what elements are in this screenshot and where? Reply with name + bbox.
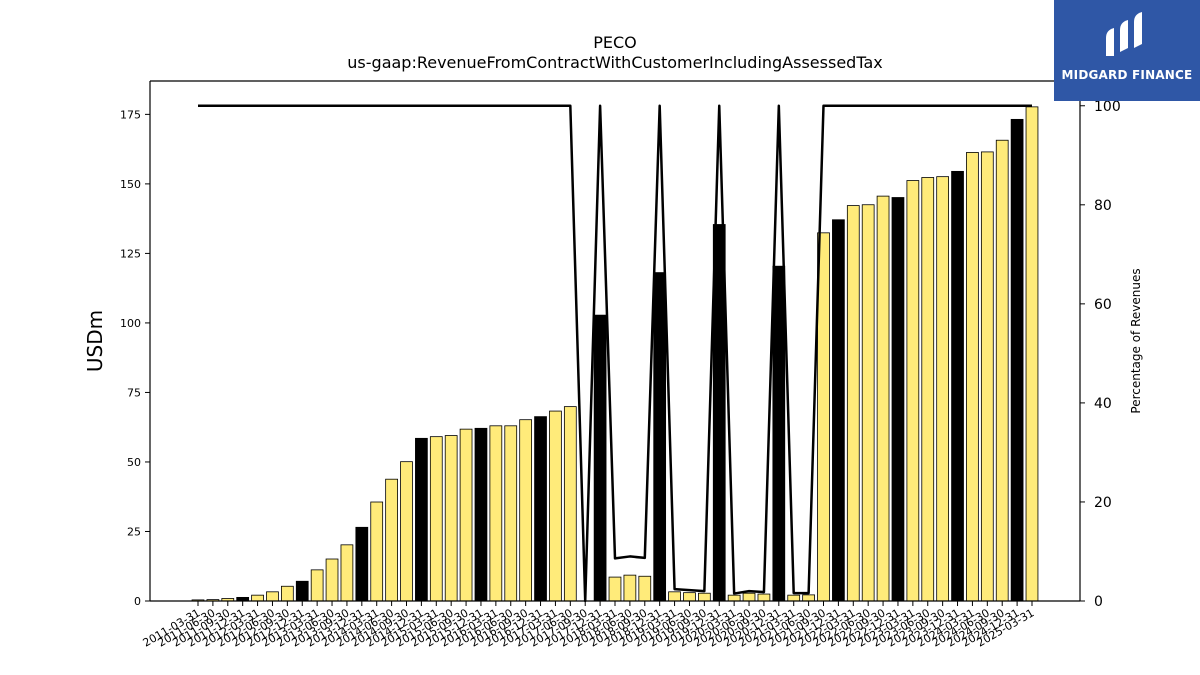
y2-tick-label: 20: [1094, 495, 1112, 511]
bar: [504, 425, 518, 602]
bar: [668, 591, 681, 602]
bar: [861, 204, 875, 602]
bar: [980, 151, 994, 602]
bar: [295, 580, 309, 602]
logo-mark-icon: [1106, 12, 1142, 56]
bar: [310, 569, 324, 602]
bar: [966, 152, 979, 602]
bar: [891, 197, 905, 602]
bar: [832, 219, 845, 602]
bar: [489, 425, 503, 602]
y2-tick-label: 40: [1094, 396, 1112, 412]
bar: [1025, 106, 1039, 602]
bar: [563, 406, 577, 602]
bar: [608, 576, 622, 602]
company-logo: MIDGARD FINANCE: [1054, 0, 1200, 101]
y-tick-label: 0: [134, 595, 141, 608]
y2-axis-label: Percentage of Revenues: [1129, 268, 1143, 413]
y2-tick-label: 100: [1094, 99, 1121, 115]
bar: [325, 558, 339, 602]
y-tick-label: 125: [120, 247, 141, 260]
bar: [415, 437, 428, 602]
bar: [429, 436, 443, 602]
bar: [906, 180, 920, 602]
bar: [534, 416, 547, 602]
y-tick-label: 25: [127, 525, 141, 538]
bar: [280, 585, 294, 602]
percentage-line: [198, 104, 1032, 603]
y-tick-label: 150: [120, 178, 141, 191]
y2-tick-label: 80: [1094, 198, 1112, 214]
y2-tick-label: 0: [1094, 594, 1103, 610]
bar: [683, 592, 696, 602]
bar: [549, 410, 562, 602]
bar: [266, 591, 279, 602]
y-tick-label: 175: [120, 108, 141, 121]
bar: [519, 419, 533, 602]
bar: [727, 594, 741, 602]
y2-tick-label: 60: [1094, 297, 1112, 313]
bar: [698, 592, 711, 602]
bar: [951, 170, 964, 602]
bar: [444, 435, 458, 602]
bar: [459, 428, 473, 602]
bar: [802, 594, 815, 602]
bar: [921, 177, 935, 602]
bar: [817, 232, 830, 602]
bar: [787, 594, 801, 602]
bar: [340, 544, 354, 602]
bar: [370, 501, 384, 602]
chart-title: PECO: [593, 33, 637, 52]
bar: [653, 272, 667, 602]
chart-subtitle: us-gaap:RevenueFromContractWithCustomerI…: [347, 53, 882, 72]
bar: [846, 205, 860, 602]
bar: [400, 461, 413, 602]
bar: [251, 594, 264, 602]
bar: [638, 575, 652, 602]
bar: [623, 574, 637, 602]
bar: [995, 139, 1009, 602]
bar: [876, 195, 890, 602]
bar: [1010, 118, 1024, 602]
bar: [474, 427, 488, 602]
y-tick-label: 75: [127, 386, 141, 399]
bar: [936, 176, 950, 602]
logo-text: MIDGARD FINANCE: [1061, 68, 1193, 82]
y-tick-label: 50: [127, 456, 141, 469]
y-axis-label: USDm: [83, 310, 107, 372]
y-tick-label: 100: [120, 317, 141, 330]
bar: [742, 592, 756, 602]
bar: [772, 265, 786, 602]
bar: [593, 314, 607, 602]
bar: [355, 526, 369, 602]
bar: [385, 478, 398, 602]
bar: [757, 593, 771, 602]
